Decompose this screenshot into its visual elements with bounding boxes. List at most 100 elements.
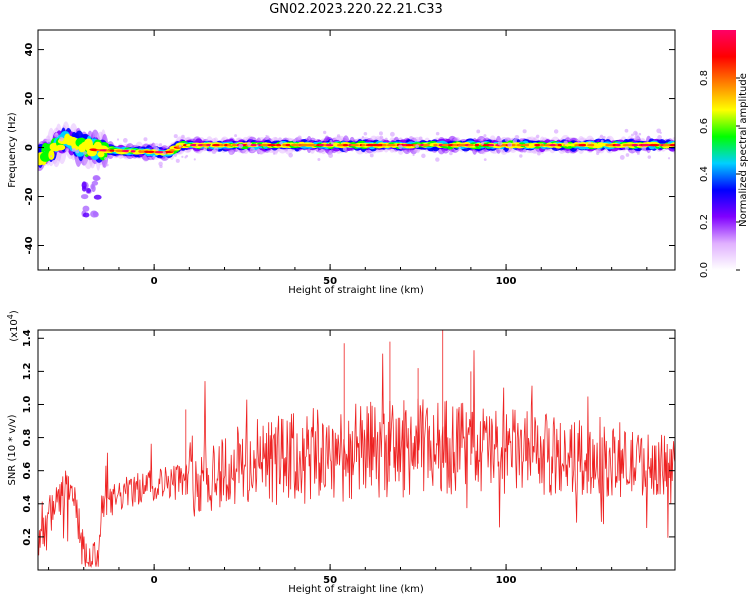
- spectrogram-cell: [285, 149, 288, 152]
- spectrogram-cell: [93, 211, 99, 218]
- spectrogram-cell: [206, 143, 211, 147]
- spectrogram-cell: [55, 132, 58, 136]
- spectrogram-y-tick-label: 0: [24, 144, 35, 151]
- colorbar-gradient: [712, 30, 736, 270]
- spectrogram-cell: [512, 138, 517, 144]
- spectrogram-cell: [65, 148, 70, 152]
- spectrogram-cell: [435, 157, 440, 162]
- spectrogram-cell: [476, 129, 481, 134]
- spectrogram-cell: [415, 144, 420, 149]
- spectrogram-cell: [507, 142, 513, 148]
- spectrogram-cell: [282, 143, 287, 147]
- spectrogram-cell: [234, 134, 238, 138]
- spectrogram-cell: [86, 187, 91, 194]
- spectrogram-cell: [375, 143, 385, 147]
- spectrogram-cell: [318, 149, 323, 154]
- spectrogram-cell: [256, 144, 259, 148]
- spectrogram-cell: [488, 143, 495, 147]
- spectrogram-cell: [59, 136, 64, 142]
- spectrogram-cell: [285, 143, 291, 147]
- spectrogram-cell: [342, 143, 349, 147]
- spectrogram-cell: [153, 145, 158, 150]
- spectrogram-cell: [173, 153, 177, 157]
- spectrogram-cell: [537, 151, 541, 156]
- spectrogram-cell: [553, 129, 559, 134]
- spectrogram-cell: [497, 140, 503, 146]
- spectrogram-cell: [378, 131, 383, 136]
- spectrogram-cell: [116, 138, 120, 141]
- spectrogram-cell: [278, 137, 282, 141]
- spectrogram-cell: [656, 128, 662, 134]
- spectrogram-cell: [147, 150, 155, 154]
- snr-y-tick-label: 0.2: [22, 528, 33, 546]
- snr-x-tick-label: 50: [323, 575, 337, 586]
- spectrogram-cell: [599, 143, 606, 147]
- spectrogram-y-tick-label: -40: [24, 236, 35, 254]
- spectrogram-cell: [524, 143, 530, 147]
- spectrogram-cell: [636, 152, 640, 155]
- spectrogram-cell: [308, 143, 317, 147]
- spectrogram-cell: [516, 143, 523, 147]
- spectrogram-cell: [267, 143, 277, 147]
- spectrogram-cell: [50, 155, 53, 158]
- snr-y-tick-label: 0.6: [22, 462, 33, 480]
- spectrogram-y-ticks: -40 -20 0 20 40: [24, 43, 675, 255]
- spectrogram-cell: [258, 150, 264, 155]
- snr-y-tick-label: 1.4: [22, 329, 33, 347]
- spectrogram-cell: [173, 134, 178, 139]
- spectrogram-cell: [361, 143, 366, 147]
- spectrogram-cell: [549, 143, 557, 147]
- spectrogram-cell: [46, 139, 52, 144]
- spectrogram-cell: [389, 131, 395, 137]
- spectrogram-cell: [638, 132, 642, 136]
- spectrogram-x-axis-label: Height of straight line (km): [288, 285, 424, 296]
- spectrogram-cell: [596, 143, 601, 147]
- spectrogram-cell: [181, 134, 185, 139]
- spectrogram-cell: [75, 149, 80, 154]
- snr-y-ticks: 0.2 0.4 0.6 0.8 1.0 1.2 1.4: [22, 329, 675, 546]
- spectrogram-cell: [130, 150, 136, 153]
- spectrogram-cell: [227, 143, 232, 147]
- spectrogram-cell: [297, 135, 302, 140]
- spectrogram-cell: [482, 143, 488, 147]
- snr-frame: [37, 329, 676, 571]
- spectrogram-cell: [369, 153, 374, 158]
- spectrogram-cell: [336, 134, 341, 138]
- spectrogram-cell: [412, 154, 415, 157]
- snr-y-tick-label: 1.2: [22, 362, 33, 380]
- spectrogram-layer: [38, 131, 675, 166]
- spectrogram-cell: [398, 144, 403, 150]
- spectrogram-cell: [203, 147, 208, 151]
- snr-marks: [38, 330, 675, 568]
- snr-x-tick-label: 0: [151, 575, 158, 586]
- spectrogram-cell: [169, 149, 176, 152]
- snr-x-tick-label: 100: [496, 575, 517, 586]
- spectrogram-cell: [441, 143, 451, 147]
- spectrogram-cell: [382, 143, 387, 147]
- spectrogram-x-ticks: 0 50 100: [48, 30, 648, 287]
- spectrogram-cell: [55, 144, 66, 151]
- spectrogram-x-tick-label: 0: [151, 276, 158, 287]
- snr-y-tick-label: 1.0: [22, 396, 33, 414]
- spectrogram-faint: [46, 128, 671, 218]
- spectrogram-cell: [474, 143, 480, 147]
- spectrogram-cell: [435, 131, 440, 136]
- spectrogram-cell: [631, 143, 639, 147]
- spectrogram-cell: [93, 194, 102, 200]
- spectrogram-cell: [421, 153, 426, 159]
- spectrogram-cell: [662, 143, 673, 147]
- spectrogram-cell: [91, 180, 99, 186]
- spectrogram-cell: [48, 149, 55, 160]
- spectrogram-core: [89, 143, 675, 154]
- spectrogram-cell: [193, 158, 196, 161]
- spectrogram-cell: [405, 143, 413, 147]
- spectrogram-cell: [641, 146, 647, 152]
- spectrogram-cell: [266, 135, 270, 139]
- spectrogram-cell: [92, 176, 101, 181]
- spectrogram-cell: [667, 157, 671, 160]
- spectrogram-cell: [175, 158, 180, 163]
- spectrogram-cell: [231, 143, 238, 147]
- spectrogram-x-tick-label: 100: [496, 276, 517, 287]
- snr-y-tick-label: 0.8: [22, 429, 33, 447]
- spectrogram-cell: [602, 135, 606, 139]
